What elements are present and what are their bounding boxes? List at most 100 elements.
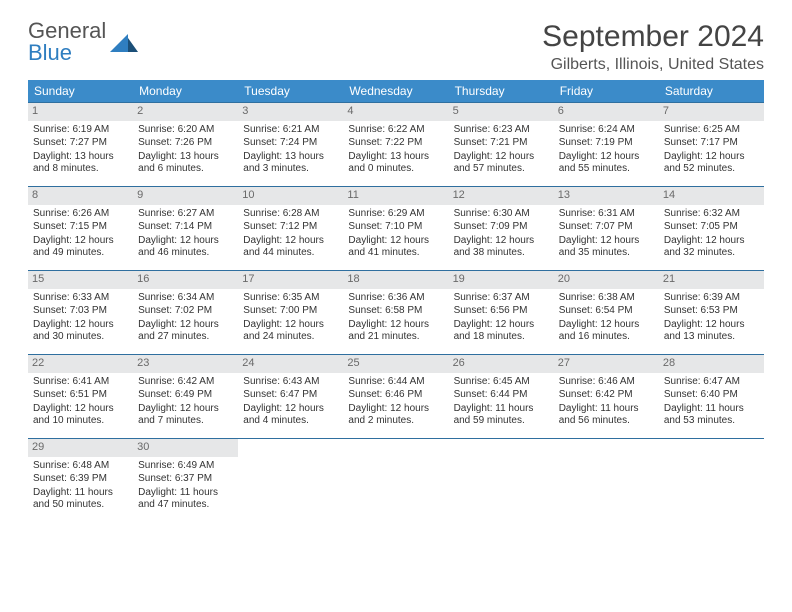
sunrise-line: Sunrise: 6:43 AM [243, 376, 338, 389]
day-number: 10 [238, 187, 343, 205]
sunrise-line: Sunrise: 6:36 AM [348, 292, 443, 305]
sunset-line: Sunset: 7:19 PM [559, 137, 654, 150]
day-number: 25 [343, 355, 448, 373]
sunset-line: Sunset: 7:02 PM [138, 305, 233, 318]
sunset-line: Sunset: 7:26 PM [138, 137, 233, 150]
day-cell: 15Sunrise: 6:33 AMSunset: 7:03 PMDayligh… [28, 271, 133, 355]
weekday-header: Tuesday [238, 80, 343, 103]
day-number: 19 [449, 271, 554, 289]
sunrise-line: Sunrise: 6:35 AM [243, 292, 338, 305]
daylight-line: Daylight: 13 hours and 0 minutes. [348, 151, 443, 176]
day-cell: 14Sunrise: 6:32 AMSunset: 7:05 PMDayligh… [659, 187, 764, 271]
weekday-header: Saturday [659, 80, 764, 103]
day-number: 11 [343, 187, 448, 205]
day-cell: 24Sunrise: 6:43 AMSunset: 6:47 PMDayligh… [238, 355, 343, 439]
day-cell: 27 Sunrise: 6:46 AMSunset: 6:42 PMDayligh… [554, 355, 659, 439]
week-row: 8Sunrise: 6:26 AMSunset: 7:15 PMDaylight… [28, 187, 764, 271]
day-number: 28 [659, 355, 764, 373]
weekday-header: Thursday [449, 80, 554, 103]
sunset-line: Sunset: 7:27 PM [33, 137, 128, 150]
empty-cell [659, 439, 764, 523]
sunset-line: Sunset: 7:03 PM [33, 305, 128, 318]
week-row: 29Sunrise: 6:48 AMSunset: 6:39 PMDayligh… [28, 439, 764, 523]
day-number: 6 [554, 103, 659, 121]
sunset-line: Sunset: 7:24 PM [243, 137, 338, 150]
daylight-line: Daylight: 12 hours and 35 minutes. [559, 235, 654, 260]
day-cell: 22Sunrise: 6:41 AMSunset: 6:51 PMDayligh… [28, 355, 133, 439]
daylight-line: Daylight: 13 hours and 3 minutes. [243, 151, 338, 176]
sunset-line: Sunset: 6:44 PM [454, 389, 549, 402]
weekday-header: Monday [133, 80, 238, 103]
day-number: 4 [343, 103, 448, 121]
week-row: 22Sunrise: 6:41 AMSunset: 6:51 PMDayligh… [28, 355, 764, 439]
day-cell: 20Sunrise: 6:38 AMSunset: 6:54 PMDayligh… [554, 271, 659, 355]
daylight-line: Daylight: 12 hours and 57 minutes. [454, 151, 549, 176]
day-number: 15 [28, 271, 133, 289]
day-number: 12 [449, 187, 554, 205]
daylight-line: Daylight: 12 hours and 24 minutes. [243, 319, 338, 344]
sunrise-line: Sunrise: 6:37 AM [454, 292, 549, 305]
daylight-line: Daylight: 11 hours and 50 minutes. [33, 487, 128, 512]
sunrise-line: Sunrise: 6:25 AM [664, 124, 759, 137]
daylight-line: Daylight: 12 hours and 32 minutes. [664, 235, 759, 260]
daylight-line: Daylight: 12 hours and 44 minutes. [243, 235, 338, 260]
daylight-line: Daylight: 12 hours and 13 minutes. [664, 319, 759, 344]
daylight-line: Daylight: 12 hours and 16 minutes. [559, 319, 654, 344]
day-cell: 23Sunrise: 6:42 AMSunset: 6:49 PMDayligh… [133, 355, 238, 439]
sunset-line: Sunset: 7:14 PM [138, 221, 233, 234]
day-cell: 3Sunrise: 6:21 AMSunset: 7:24 PMDaylight… [238, 103, 343, 187]
sunrise-line: Sunrise: 6:28 AM [243, 208, 338, 221]
daylight-line: Daylight: 12 hours and 10 minutes. [33, 403, 128, 428]
day-cell: 26Sunrise: 6:45 AMSunset: 6:44 PMDayligh… [449, 355, 554, 439]
sunset-line: Sunset: 7:09 PM [454, 221, 549, 234]
day-cell: 11Sunrise: 6:29 AMSunset: 7:10 PMDayligh… [343, 187, 448, 271]
sunrise-line: Sunrise: 6:32 AM [664, 208, 759, 221]
daylight-line: Daylight: 11 hours and 56 minutes. [559, 403, 654, 428]
day-number: 5 [449, 103, 554, 121]
sunset-line: Sunset: 6:58 PM [348, 305, 443, 318]
daylight-line: Daylight: 12 hours and 52 minutes. [664, 151, 759, 176]
sunset-line: Sunset: 6:54 PM [559, 305, 654, 318]
sunrise-line: Sunrise: 6:34 AM [138, 292, 233, 305]
sunrise-line: Sunrise: 6:46 AM [559, 376, 654, 389]
day-cell: 8Sunrise: 6:26 AMSunset: 7:15 PMDaylight… [28, 187, 133, 271]
day-cell: 25Sunrise: 6:44 AMSunset: 6:46 PMDayligh… [343, 355, 448, 439]
brand-text: General Blue [28, 20, 106, 64]
triangle-icon [110, 32, 138, 52]
weekday-header: Sunday [28, 80, 133, 103]
sunrise-line: Sunrise: 6:20 AM [138, 124, 233, 137]
day-cell: 5Sunrise: 6:23 AMSunset: 7:21 PMDaylight… [449, 103, 554, 187]
day-cell: 18Sunrise: 6:36 AMSunset: 6:58 PMDayligh… [343, 271, 448, 355]
sunset-line: Sunset: 6:37 PM [138, 473, 233, 486]
day-cell: 21Sunrise: 6:39 AMSunset: 6:53 PMDayligh… [659, 271, 764, 355]
daylight-line: Daylight: 12 hours and 4 minutes. [243, 403, 338, 428]
sunset-line: Sunset: 6:40 PM [664, 389, 759, 402]
day-number: 9 [133, 187, 238, 205]
sunset-line: Sunset: 6:47 PM [243, 389, 338, 402]
sunset-line: Sunset: 6:42 PM [559, 389, 654, 402]
day-cell: 30Sunrise: 6:49 AMSunset: 6:37 PMDayligh… [133, 439, 238, 523]
weekday-header: Friday [554, 80, 659, 103]
daylight-line: Daylight: 12 hours and 38 minutes. [454, 235, 549, 260]
day-number: 18 [343, 271, 448, 289]
sunset-line: Sunset: 7:00 PM [243, 305, 338, 318]
day-cell: 13Sunrise: 6:31 AMSunset: 7:07 PMDayligh… [554, 187, 659, 271]
day-cell: 12 Sunrise: 6:30 AMSunset: 7:09 PMDayligh… [449, 187, 554, 271]
daylight-line: Daylight: 11 hours and 47 minutes. [138, 487, 233, 512]
day-number: 27 [554, 355, 659, 373]
sunrise-line: Sunrise: 6:30 AM [454, 208, 549, 221]
daylight-line: Daylight: 12 hours and 2 minutes. [348, 403, 443, 428]
daylight-line: Daylight: 13 hours and 8 minutes. [33, 151, 128, 176]
sunrise-line: Sunrise: 6:45 AM [454, 376, 549, 389]
brand-logo: General Blue [28, 20, 138, 64]
day-number: 1 [28, 103, 133, 121]
sunrise-line: Sunrise: 6:49 AM [138, 460, 233, 473]
weekday-header-row: SundayMondayTuesdayWednesdayThursdayFrid… [28, 80, 764, 103]
week-row: 1Sunrise: 6:19 AMSunset: 7:27 PMDaylight… [28, 103, 764, 187]
day-number: 17 [238, 271, 343, 289]
daylight-line: Daylight: 12 hours and 27 minutes. [138, 319, 233, 344]
day-number: 13 [554, 187, 659, 205]
sunset-line: Sunset: 6:51 PM [33, 389, 128, 402]
sunrise-line: Sunrise: 6:39 AM [664, 292, 759, 305]
calendar-body: 1Sunrise: 6:19 AMSunset: 7:27 PMDaylight… [28, 103, 764, 523]
